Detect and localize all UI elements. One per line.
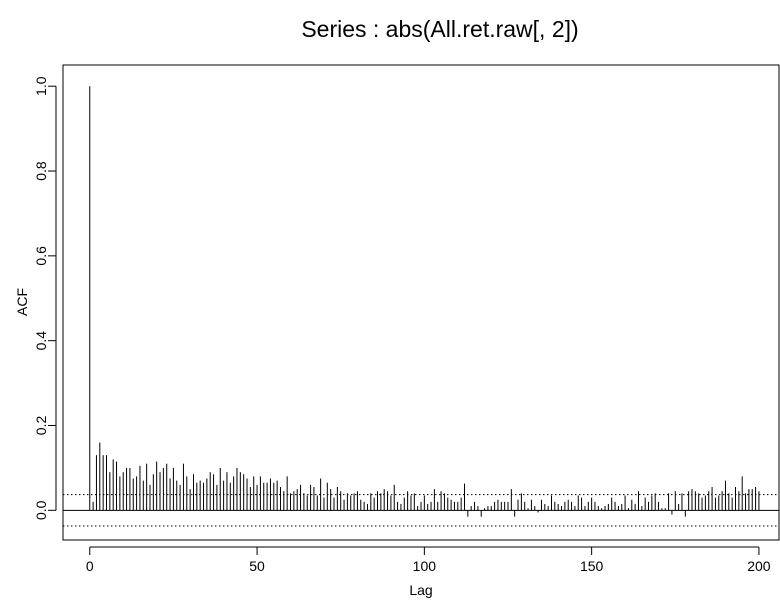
acf-bars [89, 86, 760, 517]
x-tick-label: 0 [86, 558, 94, 574]
x-axis-label: Lag [409, 582, 432, 598]
y-axis: 0.0 0.2 0.4 0.6 0.8 1.0 [33, 76, 57, 520]
x-tick-label: 100 [413, 558, 437, 574]
y-tick-label: 0.2 [33, 416, 49, 436]
x-tick-label: 150 [580, 558, 604, 574]
y-tick-label: 0.0 [33, 500, 49, 520]
y-axis-label: ACF [14, 288, 30, 316]
x-axis: 0 50 100 150 200 [86, 546, 771, 574]
chart-title: Series : abs(All.ret.raw[, 2]) [301, 16, 578, 42]
y-tick-label: 0.8 [33, 161, 49, 181]
x-tick-label: 200 [747, 558, 771, 574]
y-tick-label: 1.0 [33, 76, 49, 96]
y-tick-label: 0.4 [33, 331, 49, 351]
y-tick-label: 0.6 [33, 246, 49, 266]
plot-frame [62, 64, 780, 541]
x-tick-label: 50 [249, 558, 265, 574]
